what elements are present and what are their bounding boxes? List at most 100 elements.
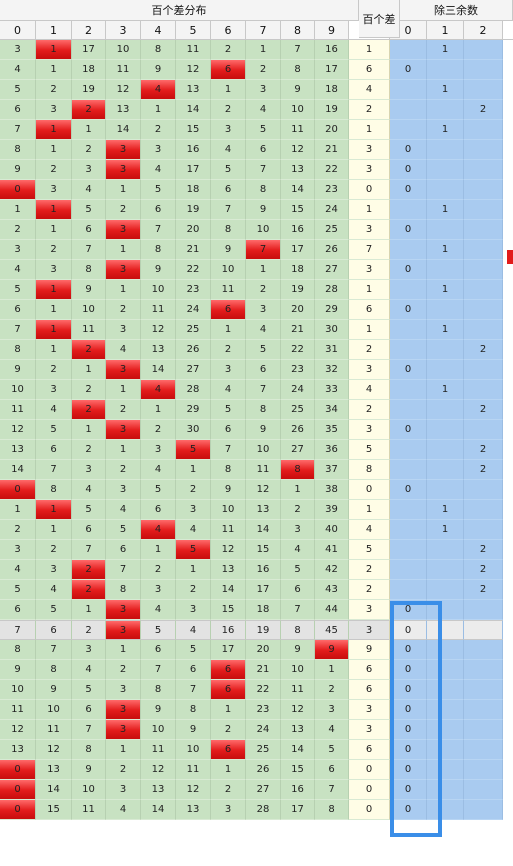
digit-cell: 17 xyxy=(211,640,246,660)
remainder-cell: 1 xyxy=(427,200,464,220)
table-row[interactable]: 2 1 6 5 4 4 11 14 3 40 4 1 xyxy=(0,520,513,540)
digit-cell: 12 xyxy=(0,720,36,740)
table-row[interactable]: 11 4 2 2 1 29 5 8 25 34 2 2 xyxy=(0,400,513,420)
remainder-cell xyxy=(464,780,503,800)
digit-cell: 6 xyxy=(72,700,106,720)
header-diff-title: 百个差 xyxy=(359,0,400,38)
digit-cell: 1 xyxy=(36,300,72,320)
table-row[interactable]: 1 1 5 4 6 3 10 13 2 39 1 1 xyxy=(0,500,513,520)
digit-cell: 17 xyxy=(281,800,315,820)
diff-cell: 1 xyxy=(349,500,390,520)
remainder-cell xyxy=(464,740,503,760)
digit-cell: 6 xyxy=(0,300,36,320)
digit-cell: 39 xyxy=(315,500,349,520)
digit-cell: 22 xyxy=(246,680,281,700)
remainder-cell xyxy=(464,680,503,700)
table-row[interactable]: 2 1 6 3 7 20 8 10 16 25 3 0 xyxy=(0,220,513,240)
table-row[interactable]: 0 8 4 3 5 2 9 12 1 38 0 0 xyxy=(0,480,513,500)
table-row[interactable]: 3 2 7 1 8 21 9 7 17 26 7 1 xyxy=(0,240,513,260)
hit-cell: 1 xyxy=(36,40,72,60)
remainder-cell: 0 xyxy=(390,300,427,320)
digit-cell: 1 xyxy=(141,540,176,560)
table-row[interactable]: 6 1 10 2 11 24 6 3 20 29 6 0 xyxy=(0,300,513,320)
digit-cell: 8 xyxy=(211,460,246,480)
table-row[interactable]: 8 1 2 3 3 16 4 6 12 21 3 0 xyxy=(0,140,513,160)
digit-cell: 4 xyxy=(36,580,72,600)
digit-cell: 14 xyxy=(176,100,211,120)
table-row[interactable]: 5 2 19 12 4 13 1 3 9 18 4 1 xyxy=(0,80,513,100)
table-row[interactable]: 8 1 2 4 13 26 2 5 22 31 2 2 xyxy=(0,340,513,360)
digit-cell: 7 xyxy=(72,540,106,560)
table-row[interactable]: 5 4 2 8 3 2 14 17 6 43 2 2 xyxy=(0,580,513,600)
digit-cell: 8 xyxy=(106,580,141,600)
remainder-cell: 2 xyxy=(464,560,503,580)
digit-cell: 7 xyxy=(106,560,141,580)
digit-cell: 8 xyxy=(141,40,176,60)
table-row[interactable]: 5 1 9 1 10 23 11 2 19 28 1 1 xyxy=(0,280,513,300)
digit-cell: 1 xyxy=(106,240,141,260)
table-row[interactable]: 0 14 10 3 13 12 2 27 16 7 0 0 xyxy=(0,780,513,800)
table-row[interactable]: 13 6 2 1 3 5 7 10 27 36 5 2 xyxy=(0,440,513,460)
table-row[interactable]: 6 5 1 3 4 3 15 18 7 44 3 0 xyxy=(0,600,513,620)
digit-cell: 2 xyxy=(36,80,72,100)
digit-cell: 37 xyxy=(315,460,349,480)
table-row[interactable]: 9 2 1 3 14 27 3 6 23 32 3 0 xyxy=(0,360,513,380)
digit-cell: 14 xyxy=(281,740,315,760)
table-row[interactable]: 0 15 11 4 14 13 3 28 17 8 0 0 xyxy=(0,800,513,820)
table-row[interactable]: 0 3 4 1 5 18 6 8 14 23 0 0 xyxy=(0,180,513,200)
table-row[interactable]: 9 2 3 3 4 17 5 7 13 22 3 0 xyxy=(0,160,513,180)
digit-cell: 4 xyxy=(72,660,106,680)
digit-cell: 4 xyxy=(281,540,315,560)
digit-cell: 21 xyxy=(281,320,315,340)
digit-cell: 8 xyxy=(0,340,36,360)
table-row[interactable]: 4 1 18 11 9 12 6 2 8 17 6 0 xyxy=(0,60,513,80)
digit-cell: 2 xyxy=(106,200,141,220)
table-row[interactable]: 3 2 7 6 1 5 12 15 4 41 5 2 xyxy=(0,540,513,560)
digit-cell: 4 xyxy=(211,140,246,160)
digit-cell: 7 xyxy=(246,160,281,180)
remainder-cell xyxy=(464,320,503,340)
digit-cell: 25 xyxy=(281,400,315,420)
digit-cell: 16 xyxy=(281,220,315,240)
digit-cell: 1 xyxy=(36,220,72,240)
digit-cell: 1 xyxy=(106,440,141,460)
remainder-cell xyxy=(464,640,503,660)
table-row[interactable]: 10 9 5 3 8 7 6 22 11 2 6 0 xyxy=(0,680,513,700)
table-row[interactable]: 7 1 11 3 12 25 1 4 21 30 1 1 xyxy=(0,320,513,340)
table-row[interactable]: 14 7 3 2 4 1 8 11 8 37 8 2 xyxy=(0,460,513,480)
remainder-cell xyxy=(464,80,503,100)
hit-cell: 6 xyxy=(211,740,246,760)
hit-cell: 4 xyxy=(141,80,176,100)
table-row[interactable]: 13 12 8 1 11 10 6 25 14 5 6 0 xyxy=(0,740,513,760)
digit-cell: 1 xyxy=(211,760,246,780)
table-row[interactable]: 9 8 4 2 7 6 6 21 10 1 6 0 xyxy=(0,660,513,680)
table-row[interactable]: 12 5 1 3 2 30 6 9 26 35 3 0 xyxy=(0,420,513,440)
hit-cell: 2 xyxy=(72,400,106,420)
table-row[interactable]: 4 3 2 7 2 1 13 16 5 42 2 2 xyxy=(0,560,513,580)
table-row[interactable]: 3 1 17 10 8 11 2 1 7 16 1 1 xyxy=(0,40,513,60)
digit-cell: 8 xyxy=(0,640,36,660)
digit-cell: 13 xyxy=(281,720,315,740)
remainder-cell: 0 xyxy=(390,740,427,760)
digit-cell: 10 xyxy=(72,300,106,320)
digit-cell: 10 xyxy=(281,660,315,680)
table-row[interactable]: 6 3 2 13 1 14 2 4 10 19 2 2 xyxy=(0,100,513,120)
digit-cell: 1 xyxy=(106,180,141,200)
table-row[interactable]: 7 1 1 14 2 15 3 5 11 20 1 1 xyxy=(0,120,513,140)
digit-cell: 3 xyxy=(106,780,141,800)
table-row[interactable]: 1 1 5 2 6 19 7 9 15 24 1 1 xyxy=(0,200,513,220)
digit-cell: 2 xyxy=(176,480,211,500)
table-row[interactable]: 8 7 3 1 6 5 17 20 9 9 9 0 xyxy=(0,640,513,660)
table-row[interactable]: 0 13 9 2 12 11 1 26 15 6 0 0 xyxy=(0,760,513,780)
digit-cell: 6 xyxy=(36,440,72,460)
digit-cell: 7 xyxy=(36,460,72,480)
table-row[interactable]: 7 6 2 3 5 4 16 19 8 45 3 0 xyxy=(0,620,513,640)
table-row[interactable]: 11 10 6 3 9 8 1 23 12 3 3 0 xyxy=(0,700,513,720)
digit-cell: 1 xyxy=(36,60,72,80)
table-row[interactable]: 4 3 8 3 9 22 10 1 18 27 3 0 xyxy=(0,260,513,280)
digit-cell: 2 xyxy=(106,300,141,320)
table-row[interactable]: 10 3 2 1 4 28 4 7 24 33 4 1 xyxy=(0,380,513,400)
table-row[interactable]: 12 11 7 3 10 9 2 24 13 4 3 0 xyxy=(0,720,513,740)
remainder-cell xyxy=(390,340,427,360)
digit-cell: 18 xyxy=(246,600,281,620)
